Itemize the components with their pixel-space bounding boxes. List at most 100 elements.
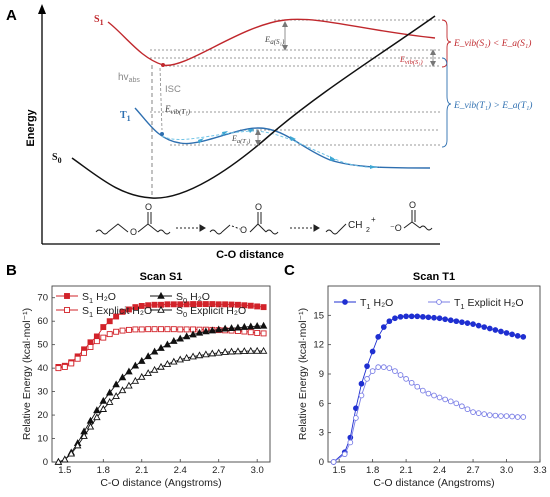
x-tick-label: 3.0 bbox=[251, 465, 264, 476]
x-tick-label: 3.3 bbox=[533, 465, 546, 476]
panel-c: C Scan T1 1.5 1.8 2.1 2.4 2.7 3.0 3.3 0 3 6 9 12 15 C-… bbox=[284, 262, 547, 489]
s0-label: S0 bbox=[52, 152, 62, 165]
data-point bbox=[183, 301, 190, 308]
data-point bbox=[358, 392, 365, 399]
data-point bbox=[125, 306, 132, 313]
data-point bbox=[240, 322, 249, 330]
s1-curve bbox=[107, 18, 436, 66]
data-point bbox=[151, 326, 158, 333]
s0-curve bbox=[71, 15, 436, 199]
data-point bbox=[260, 330, 267, 337]
y-tick-label: 0 bbox=[43, 457, 48, 468]
x-axis-label: C-O distance (Angstroms) bbox=[100, 477, 221, 489]
data-point bbox=[431, 314, 437, 321]
t1-curve bbox=[134, 107, 431, 169]
y-tick-label: 40 bbox=[37, 363, 48, 374]
data-point bbox=[247, 322, 255, 330]
data-point bbox=[453, 318, 460, 325]
t1-label: T1 bbox=[120, 110, 131, 123]
data-point bbox=[459, 403, 465, 410]
relation-s1: E_vib(S₁) < E_a(S₁) bbox=[453, 38, 531, 49]
svg-text:⁻O: ⁻O bbox=[390, 223, 402, 233]
x-tick-label: 1.5 bbox=[58, 465, 71, 476]
y-tick-label: 9 bbox=[319, 369, 324, 380]
data-point bbox=[414, 383, 421, 390]
x-tick-label: 2.4 bbox=[174, 465, 187, 476]
data-point bbox=[347, 439, 354, 446]
series-0 bbox=[55, 301, 267, 370]
data-point bbox=[182, 353, 191, 361]
legend-entry: S1 H₂O bbox=[56, 291, 116, 305]
data-point bbox=[247, 302, 254, 309]
y-tick-label: 15 bbox=[313, 310, 324, 321]
data-point bbox=[74, 355, 81, 362]
x-tick-label: 1.8 bbox=[97, 465, 110, 476]
data-point bbox=[73, 441, 82, 449]
svg-text:O: O bbox=[145, 202, 152, 212]
svg-text:+: + bbox=[371, 215, 376, 224]
data-point bbox=[447, 398, 454, 405]
data-point bbox=[106, 318, 113, 325]
data-point bbox=[403, 313, 409, 320]
data-point bbox=[503, 413, 510, 419]
data-point bbox=[514, 333, 521, 339]
chart-scan-s1: Scan S1 1.5 1.8 2.1 2.4 2.7 3.0 0 10 20 30 40 50 60 70… bbox=[21, 271, 271, 489]
data-point bbox=[509, 413, 515, 420]
data-point bbox=[498, 413, 504, 419]
t1-dot bbox=[160, 132, 164, 136]
y-tick-label: 60 bbox=[37, 316, 48, 327]
data-point bbox=[447, 317, 454, 324]
data-point bbox=[481, 324, 488, 330]
x-axis-label: C-O distance (Angstroms) bbox=[373, 477, 494, 489]
chart-scan-t1: Scan T1 1.5 1.8 2.1 2.4 2.7 3.0 3.3 0 3 6 9 12 15 C-O … bbox=[297, 271, 547, 489]
data-point bbox=[419, 313, 426, 320]
data-point bbox=[464, 406, 471, 413]
data-point bbox=[330, 459, 337, 465]
reaction-scheme: O O O O CH 2 + ⁻O O bbox=[95, 200, 433, 237]
brace-t1 bbox=[441, 57, 452, 148]
panel-a-y-arrow-icon bbox=[38, 4, 46, 14]
data-point bbox=[196, 301, 203, 308]
data-point bbox=[341, 451, 348, 458]
data-point bbox=[93, 338, 100, 345]
data-point bbox=[408, 313, 415, 320]
x-tick-label: 2.7 bbox=[212, 465, 225, 476]
series-1 bbox=[330, 364, 527, 465]
y-tick-label: 3 bbox=[319, 428, 324, 439]
data-point bbox=[86, 416, 95, 424]
data-point bbox=[138, 372, 146, 380]
svg-text:O: O bbox=[130, 227, 137, 237]
data-point bbox=[436, 315, 443, 322]
panel-a: A Energy C-O distance bbox=[6, 4, 532, 261]
data-point bbox=[492, 412, 499, 419]
legend-entry: S0 H₂O bbox=[150, 291, 210, 305]
isc-line bbox=[159, 67, 163, 131]
s1-minimum-dot bbox=[161, 63, 165, 67]
data-point bbox=[486, 412, 493, 418]
data-point bbox=[202, 327, 210, 335]
legend-marker bbox=[64, 307, 70, 313]
data-point bbox=[119, 327, 126, 334]
data-point bbox=[375, 364, 382, 371]
data-point bbox=[132, 326, 139, 333]
data-point bbox=[492, 327, 499, 333]
data-point bbox=[113, 328, 120, 335]
data-point bbox=[364, 376, 370, 382]
data-point bbox=[392, 368, 398, 374]
x-tick-label: 2.7 bbox=[466, 465, 479, 476]
data-point bbox=[112, 380, 120, 388]
x-tick-label: 2.1 bbox=[399, 465, 412, 476]
data-point bbox=[158, 326, 164, 333]
data-point bbox=[176, 334, 184, 342]
data-point bbox=[195, 328, 204, 336]
data-point bbox=[221, 348, 229, 355]
series-line bbox=[333, 315, 524, 463]
data-point bbox=[164, 326, 171, 333]
data-point bbox=[61, 364, 68, 370]
data-point bbox=[481, 411, 488, 417]
data-point bbox=[470, 321, 476, 327]
x-tick-label: 2.1 bbox=[135, 465, 148, 476]
legend-marker bbox=[64, 293, 70, 299]
legend-marker bbox=[157, 305, 165, 313]
data-point bbox=[170, 326, 177, 333]
